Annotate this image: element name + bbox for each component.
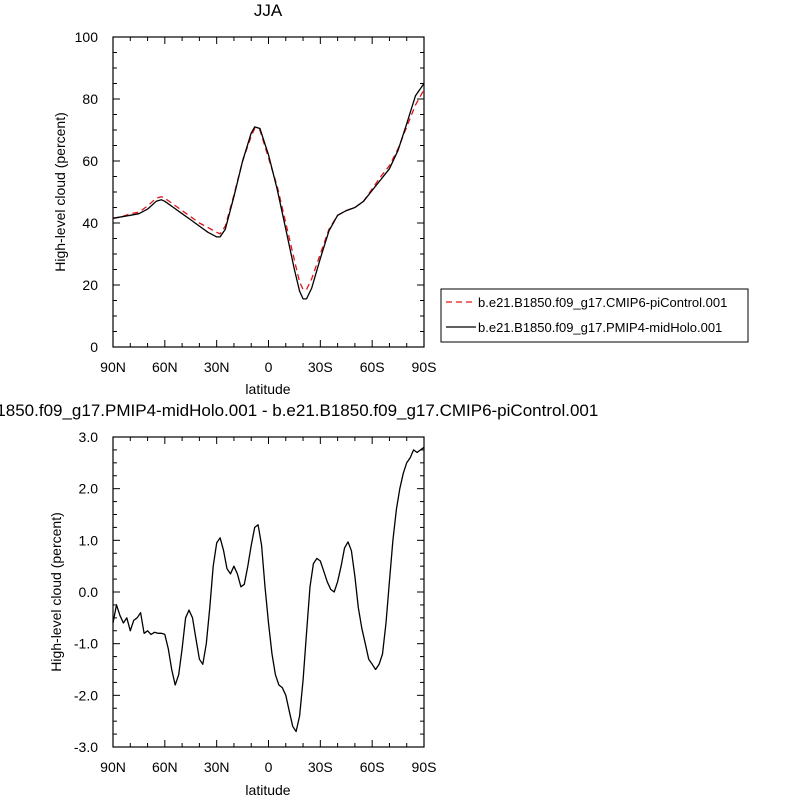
bottom-y-tick-label: -1.0 — [74, 636, 98, 652]
top-series-lines — [112, 83, 425, 300]
top-y-tick-label: 40 — [82, 215, 98, 231]
bottom-y-tick-label: 0.0 — [79, 584, 99, 600]
bottom-series-lines — [112, 446, 425, 733]
top-x-tick-label: 90S — [412, 359, 437, 375]
bottom-y-tick-label: 2.0 — [79, 481, 99, 497]
bottom-x-tick-label: 90S — [412, 759, 437, 775]
top-panel: JJA 90N 60N 30N 0 30S 60S 90S 0 20 40 60 80 100 lati… — [52, 1, 749, 397]
top-x-tick-label: 90N — [100, 359, 126, 375]
top-x-tick-label: 60S — [360, 359, 385, 375]
legend-box — [440, 288, 749, 343]
bottom-x-axis-label: latitude — [245, 782, 290, 798]
legend-label-midholo: b.e21.B1850.f09_g17.PMIP4-midHolo.001 — [478, 320, 722, 335]
bottom-x-tick-label: 60N — [152, 759, 178, 775]
bottom-x-tick-label: 30S — [308, 759, 333, 775]
top-series-line-0 — [112, 89, 425, 291]
top-x-tick-label: 30N — [204, 359, 230, 375]
bottom-y-tick-label: -2.0 — [74, 687, 98, 703]
top-ticks: 90N 60N 30N 0 30S 60S 90S 0 20 40 60 80 100 — [75, 29, 437, 375]
top-series-line-1 — [112, 83, 425, 300]
bottom-x-tick-label: 90N — [100, 759, 126, 775]
legend-label-picontrol: b.e21.B1850.f09_g17.CMIP6-piControl.001 — [478, 295, 727, 310]
top-y-tick-label: 80 — [82, 91, 98, 107]
bottom-y-axis-label: High-level cloud (percent) — [48, 512, 64, 672]
bottom-y-tick-label: -3.0 — [74, 739, 98, 755]
top-plot-frame — [112, 36, 425, 348]
top-y-tick-label: 20 — [82, 277, 98, 293]
top-x-axis-label: latitude — [245, 381, 290, 397]
bottom-x-tick-label: 30N — [204, 759, 230, 775]
bottom-plot-frame — [112, 436, 425, 748]
bottom-panel: b.e21.B1850.f09_g17.PMIP4-midHolo.001 - … — [0, 401, 598, 798]
bottom-x-tick-label: 60S — [360, 759, 385, 775]
top-y-tick-label: 60 — [82, 153, 98, 169]
top-x-tick-label: 0 — [265, 359, 273, 375]
top-y-tick-label: 0 — [90, 339, 98, 355]
legend: b.e21.B1850.f09_g17.CMIP6-piControl.001 … — [440, 288, 749, 343]
top-x-tick-label: 60N — [152, 359, 178, 375]
bottom-y-tick-label: 3.0 — [79, 429, 99, 445]
bottom-chart-title: b.e21.B1850.f09_g17.PMIP4-midHolo.001 - … — [0, 401, 598, 420]
top-x-tick-label: 30S — [308, 359, 333, 375]
bottom-ticks: 90N 60N 30N 0 30S 60S 90S 3.0 2.0 1.0 0.0 -1.0 -2.0 -… — [74, 429, 437, 775]
top-y-axis-label: High-level cloud (percent) — [52, 112, 68, 272]
top-chart-title: JJA — [254, 1, 283, 20]
bottom-y-tick-label: 1.0 — [79, 532, 99, 548]
bottom-x-tick-label: 0 — [265, 759, 273, 775]
top-y-tick-label: 100 — [75, 29, 99, 45]
bottom-series-line-0 — [112, 446, 425, 733]
